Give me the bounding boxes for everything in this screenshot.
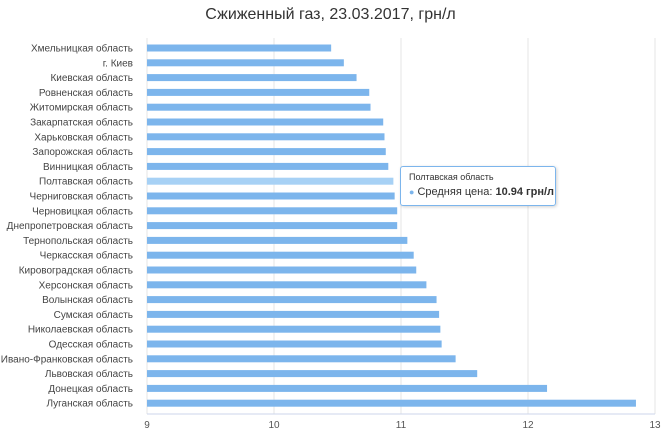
bar[interactable] [147,148,386,156]
bar[interactable] [147,59,344,67]
tooltip: Полтавская область ● Средняя цена: 10.94 … [400,166,556,206]
bar[interactable] [147,207,398,215]
bar[interactable] [147,251,414,259]
category-label: Волынская область [42,294,133,306]
category-label: Сумская область [54,309,133,321]
chart-title: Сжиженный газ, 23.03.2017, грн/л [205,6,456,23]
x-tick-label: 13 [649,420,661,431]
series-dot-icon: ● [409,187,415,197]
category-label: Хмельницкая область [31,43,133,55]
category-label: Львовская область [45,368,133,380]
category-label: Черновицкая область [32,205,133,217]
category-label: Харьковская область [34,131,133,143]
x-axis: 9 10 11 12 13 [144,413,661,431]
bar[interactable] [147,192,395,200]
x-tick-label: 10 [268,420,280,431]
tooltip-value: 10.94 грн/л [495,186,555,198]
category-label: Черниговская область [30,191,133,203]
bar[interactable] [147,118,384,126]
bar[interactable] [147,88,370,96]
bar[interactable] [147,74,357,82]
category-label: Луганская область [46,398,133,410]
category-label: Одесская область [49,339,133,351]
category-label: Ивано-Франковская область [1,353,133,365]
bar[interactable] [147,266,417,274]
tooltip-row: ● Средняя цена: 10.94 грн/л [409,186,554,198]
bar[interactable] [147,177,394,185]
category-label: Днепропетровская область [7,220,133,232]
category-label: Закарпатская область [30,117,133,129]
bar[interactable] [147,162,389,170]
category-label: Житомирская область [30,102,133,114]
category-label: Киевская область [50,72,133,84]
x-tick-label: 11 [396,420,407,431]
bar[interactable] [147,370,478,378]
bar[interactable] [147,44,332,52]
bar[interactable] [147,281,427,289]
bar[interactable] [147,310,440,318]
category-label: Тернопольская область [23,235,133,247]
tooltip-title: Полтавская область [409,172,494,182]
category-label: Винницкая область [43,161,133,173]
bar[interactable] [147,399,636,407]
bar[interactable] [147,340,442,348]
bar[interactable] [147,103,371,111]
category-label: Полтавская область [39,176,133,188]
bar[interactable] [147,384,548,392]
category-label: Кировоградская область [19,265,133,277]
x-tick-label: 9 [144,420,150,431]
category-label: Николаевская область [28,324,133,336]
bar[interactable] [147,325,441,333]
category-label: Херсонская область [39,279,133,291]
category-label: Донецкая область [48,383,133,395]
category-labels: Хмельницкая область г. Киев Киевская облас… [1,43,133,410]
bar[interactable] [147,133,385,141]
bars [147,44,636,407]
bar[interactable] [147,355,456,363]
bar[interactable] [147,296,437,304]
category-label: г. Киев [103,58,133,69]
x-tick-label: 12 [522,420,534,431]
category-label: Запорожская область [32,146,133,158]
bar[interactable] [147,222,398,230]
category-label: Ровненская область [39,87,133,99]
category-label: Черкасская область [40,250,133,262]
bar[interactable] [147,236,408,244]
tooltip-series-label: Средняя цена: [417,186,493,198]
